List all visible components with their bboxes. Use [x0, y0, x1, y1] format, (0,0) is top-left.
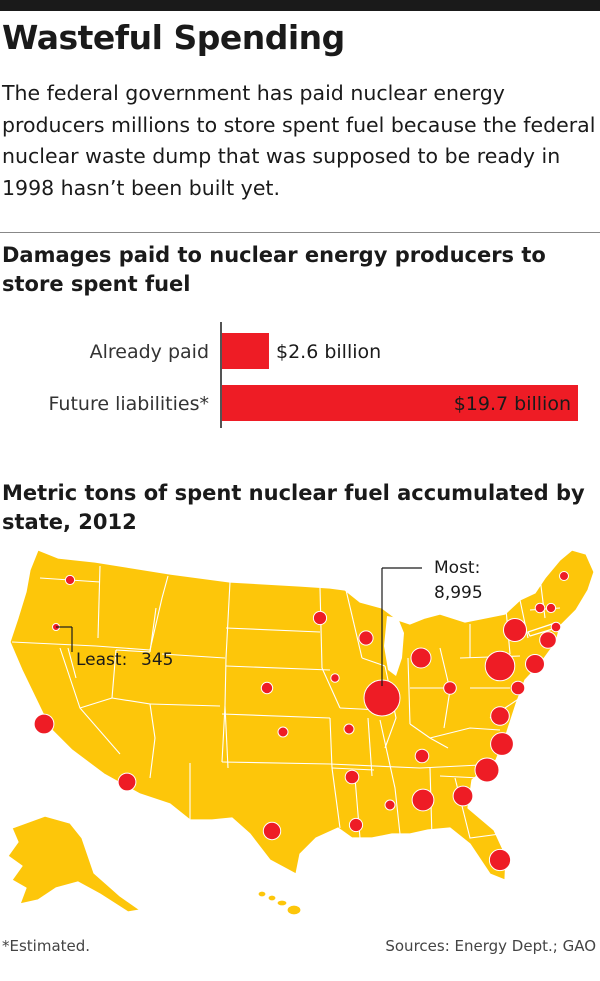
state-border-line [161, 653, 226, 659]
state-border-line [329, 763, 421, 769]
state-border-line [111, 649, 117, 699]
us-states-map [7, 549, 595, 916]
fuel-dot-mi [410, 647, 432, 669]
alaska-shape [7, 815, 141, 913]
state-border-line [149, 607, 157, 653]
fuel-dot-ca [33, 713, 55, 735]
state-border-line [67, 647, 77, 679]
state-border-line [367, 717, 373, 777]
fuel-dot-mn [312, 610, 328, 626]
most-value: 8,995 [434, 583, 483, 603]
fuel-dot-ar [344, 769, 360, 785]
state-border-line [409, 723, 449, 749]
bar-1 [222, 385, 578, 421]
spent-fuel-map: Most: 8,995 Least: 345 [7, 549, 595, 916]
fuel-dot-nj [525, 654, 545, 674]
lake-michigan [384, 616, 404, 676]
fuel-dot-oh [443, 681, 457, 695]
footnote: *Estimated. [2, 937, 91, 955]
state-border-line [95, 645, 151, 651]
map-annotations: Most: 8,995 Least: 345 [56, 558, 483, 686]
state-border-line [225, 665, 331, 671]
state-border-line [331, 767, 375, 771]
state-border-line [221, 713, 331, 719]
section-divider [0, 232, 600, 233]
fuel-dot-mo [343, 723, 355, 735]
fuel-dot-ms [384, 799, 396, 811]
most-label: Most: [434, 558, 480, 578]
fuel-dot-ct [539, 631, 557, 649]
state-border-line [149, 575, 169, 651]
least-value: 345 [141, 650, 173, 670]
state-border-line [379, 719, 401, 835]
hawaii-shape [257, 890, 302, 916]
state-border-line [11, 641, 97, 647]
state-border-line [79, 697, 113, 709]
headline: Wasteful Spending [2, 18, 345, 57]
bar-0 [222, 333, 269, 369]
fuel-dot-va [490, 706, 510, 726]
state-border-line [149, 703, 221, 707]
fuel-dot-ia [330, 673, 340, 683]
bar-chart-title: Damages paid to nuclear energy producers… [2, 243, 546, 296]
fuel-dot-pa [484, 650, 516, 682]
state-border-line [361, 657, 386, 667]
state-border-line [97, 565, 101, 639]
fuel-dot-vt [534, 602, 546, 614]
fuel-dot-md [510, 680, 526, 696]
state-border-line [111, 697, 156, 779]
fuel-dot-wi [358, 630, 374, 646]
fuel-dot-fl [488, 848, 512, 872]
fuel-dot-nc [490, 732, 514, 756]
state-border-line [321, 667, 341, 709]
fuel-dot-az [117, 772, 137, 792]
fuel-dot-ks [277, 726, 289, 738]
intro-text: The federal government has paid nuclear … [2, 81, 596, 200]
bar-value-label: $19.7 billion [454, 393, 571, 415]
state-border-line [225, 627, 321, 633]
map-chart-title: Metric tons of spent nuclear fuel accumu… [2, 481, 585, 534]
top-rule-bar [0, 0, 600, 11]
state-border-line [221, 581, 231, 763]
state-border-line [345, 589, 363, 659]
state-border-line [539, 577, 546, 619]
fuel-dots [33, 571, 569, 872]
fuel-dot-tx [262, 821, 282, 841]
state-border-line [319, 587, 323, 669]
fuel-dot-me [559, 571, 569, 581]
state-border-line [221, 761, 331, 765]
fuel-dot-ny [503, 618, 527, 642]
bar-category-label: Future liabilities* [49, 393, 209, 415]
fuel-dot-sc [474, 757, 500, 783]
fuel-dot-ga [452, 785, 474, 807]
state-border-line [429, 727, 501, 739]
sources-credit: Sources: Energy Dept.; GAO [385, 937, 596, 955]
fuel-dot-nh [545, 602, 557, 614]
fuel-dot-ma [550, 621, 562, 633]
state-border-line [407, 657, 411, 725]
bar-category-label: Already paid [90, 341, 209, 363]
fuel-dot-wa [64, 574, 76, 586]
fuel-dot-al [411, 788, 435, 812]
fuel-dot-tn [414, 748, 430, 764]
fuel-dot-la [348, 817, 364, 833]
least-label: Least: [76, 650, 127, 670]
bar-value-label: $2.6 billion [276, 341, 381, 363]
damages-bar-chart: Already paid $2.6 billion Future liabiliti… [49, 322, 578, 428]
state-border-line [115, 649, 151, 653]
fuel-dot-ne [260, 681, 274, 695]
state-border-line [224, 705, 229, 769]
